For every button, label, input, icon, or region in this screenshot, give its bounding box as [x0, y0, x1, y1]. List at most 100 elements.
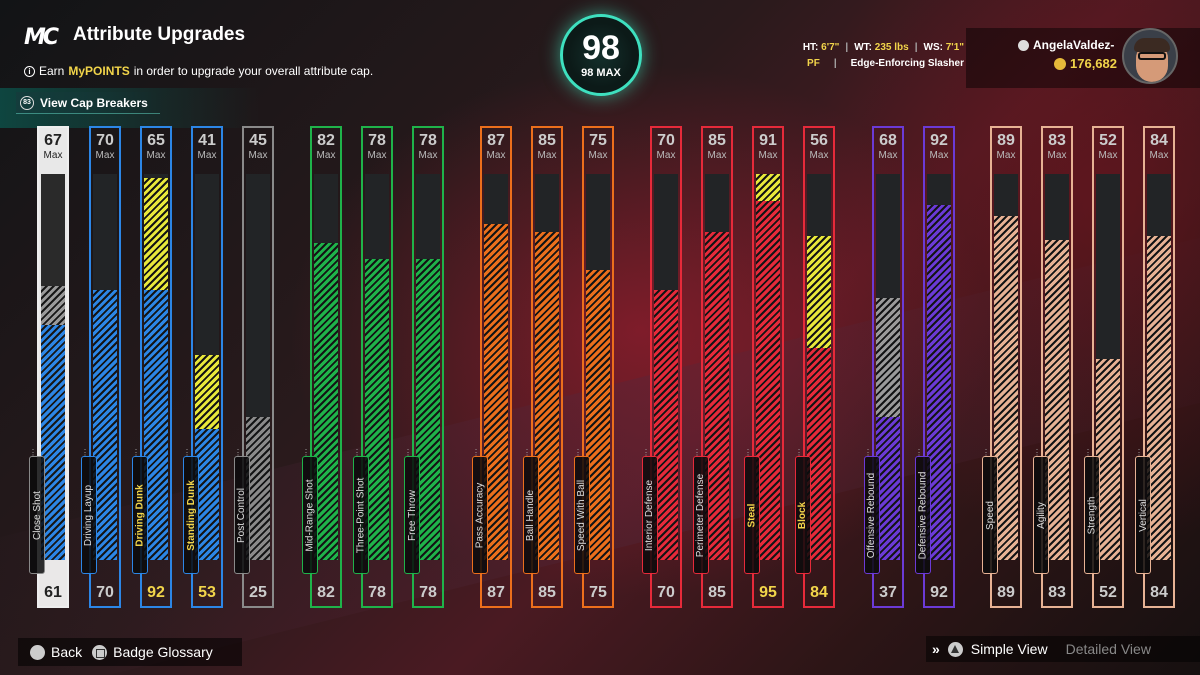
attribute-name: Steal	[746, 503, 758, 527]
attribute-name-tab: Standing Dunk	[183, 456, 199, 574]
height-value: 6'7"	[821, 42, 840, 53]
view-cap-breakers-button[interactable]: 83 View Cap Breakers	[16, 92, 160, 114]
attribute-bar-steal[interactable]: 91 Max ⋮ Steal 95	[744, 126, 784, 608]
attribute-fill	[1045, 240, 1069, 560]
attribute-bar-close-shot[interactable]: 67 Max ⋮ Close Shot 61	[29, 126, 69, 608]
attribute-track	[876, 174, 900, 560]
attribute-track	[1045, 174, 1069, 560]
detailed-view-tab[interactable]: Detailed View	[1065, 641, 1151, 657]
attribute-name-tab: Steal	[744, 456, 760, 574]
attribute-frame	[361, 126, 393, 608]
attribute-name: Ball Handle	[525, 489, 537, 541]
attribute-name-tab: Strength	[1084, 456, 1100, 574]
attribute-current-value: 92	[930, 584, 948, 601]
attribute-bar-driving-dunk[interactable]: 65 Max ⋮ Driving Dunk 92	[132, 126, 172, 608]
attribute-name: Agility	[1035, 501, 1047, 529]
attribute-dots-icon: ⋮	[574, 448, 582, 457]
attribute-potential-fill	[876, 298, 900, 417]
attribute-max-label: Max	[1047, 150, 1067, 161]
attribute-max-value: 78	[368, 132, 386, 149]
attribute-max-value: 78	[419, 132, 437, 149]
attribute-dots-icon: ⋮	[472, 448, 480, 457]
attribute-bar-driving-layup[interactable]: 70 Max ⋮ Driving Layup 70	[81, 126, 121, 608]
attribute-name: Perimeter Defense	[695, 473, 707, 557]
attribute-name: Offensive Rebound	[866, 472, 878, 558]
attribute-dots-icon: ⋮	[864, 448, 872, 457]
attribute-bar-vertical[interactable]: 84 Max ⋮ Vertical 84	[1135, 126, 1175, 608]
attribute-track	[705, 174, 729, 560]
attribute-track	[994, 174, 1018, 560]
attribute-bar-speed[interactable]: 89 Max ⋮ Speed 89	[982, 126, 1022, 608]
badge-glossary-button[interactable]: Badge Glossary	[92, 644, 213, 660]
attribute-dots-icon: ⋮	[1033, 448, 1041, 457]
attribute-current-value: 95	[759, 584, 777, 601]
attribute-track	[144, 174, 168, 560]
attribute-bar-block[interactable]: 56 Max ⋮ Block 84	[795, 126, 835, 608]
attribute-current-value: 84	[1150, 584, 1168, 601]
attribute-name-tab: Defensive Rebound	[915, 456, 931, 574]
attribute-current-value: 87	[487, 584, 505, 601]
attribute-bar-mid-range-shot[interactable]: 82 Max ⋮ Mid-Range Shot 82	[302, 126, 342, 608]
attribute-name-tab: Agility	[1033, 456, 1049, 574]
double-chevron-icon: »	[932, 641, 940, 657]
attribute-bar-interior-defense[interactable]: 70 Max ⋮ Interior Defense 70	[642, 126, 682, 608]
vc-balance: 176,682	[1054, 56, 1117, 71]
attribute-name-tab: Speed With Ball	[574, 456, 590, 574]
attribute-current-value: 82	[317, 584, 335, 601]
attribute-max-value: 84	[1150, 132, 1168, 149]
attribute-frame	[191, 126, 223, 608]
attribute-bar-strength[interactable]: 52 Max ⋮ Strength 52	[1084, 126, 1124, 608]
attribute-name-tab: Block	[795, 456, 811, 574]
attribute-max-label: Max	[537, 150, 557, 161]
attribute-dots-icon: ⋮	[1135, 448, 1143, 457]
attribute-potential-fill	[144, 178, 168, 290]
attribute-max-value: 89	[997, 132, 1015, 149]
attribute-bar-pass-accuracy[interactable]: 87 Max ⋮ Pass Accuracy 87	[472, 126, 512, 608]
attribute-frame	[701, 126, 733, 608]
attribute-fill	[195, 429, 219, 560]
attribute-name-tab: Perimeter Defense	[693, 456, 709, 574]
attribute-frame	[990, 126, 1022, 608]
attribute-name-tab: Mid-Range Shot	[302, 456, 318, 574]
attribute-name: Mid-Range Shot	[304, 478, 316, 552]
attribute-bar-speed-with-ball[interactable]: 75 Max ⋮ Speed With Ball 75	[574, 126, 614, 608]
attribute-fill	[654, 290, 678, 560]
attribute-potential-fill	[756, 174, 780, 201]
simple-view-tab[interactable]: Simple View	[970, 641, 1048, 657]
attribute-current-value: 75	[589, 584, 607, 601]
attribute-max-label: Max	[43, 150, 63, 161]
attribute-max-value: 87	[487, 132, 505, 149]
attribute-track	[807, 174, 831, 560]
attribute-track	[756, 174, 780, 560]
attribute-bar-defensive-rebound[interactable]: 92 Max ⋮ Defensive Rebound 92	[915, 126, 955, 608]
attribute-track	[314, 174, 338, 560]
attribute-name: Post Control	[236, 487, 248, 543]
attribute-name: Interior Defense	[644, 479, 656, 551]
attribute-name: Driving Layup	[83, 484, 95, 546]
attribute-track	[535, 174, 559, 560]
attribute-current-value: 89	[997, 584, 1015, 601]
attribute-max-label: Max	[197, 150, 217, 161]
attribute-bar-three-point-shot[interactable]: 78 Max ⋮ Three-Point Shot 78	[353, 126, 393, 608]
attribute-name: Vertical	[1137, 498, 1149, 532]
attribute-bar-agility[interactable]: 83 Max ⋮ Agility 83	[1033, 126, 1073, 608]
circle-button-icon	[30, 644, 45, 660]
attribute-bar-ball-handle[interactable]: 85 Max ⋮ Ball Handle 85	[523, 126, 563, 608]
attribute-bar-post-control[interactable]: 45 Max ⋮ Post Control 25	[234, 126, 274, 608]
attribute-name: Block	[797, 501, 809, 529]
player-avatar	[1122, 28, 1178, 84]
attribute-name: Speed	[984, 500, 996, 530]
attribute-fill	[535, 232, 559, 560]
attribute-potential-fill	[41, 286, 65, 325]
attribute-bar-standing-dunk[interactable]: 41 Max ⋮ Standing Dunk 53	[183, 126, 223, 608]
attribute-max-value: 92	[930, 132, 948, 149]
attribute-frame	[412, 126, 444, 608]
back-button[interactable]: Back	[30, 644, 82, 660]
attribute-bar-offensive-rebound[interactable]: 68 Max ⋮ Offensive Rebound 37	[864, 126, 904, 608]
footer-controls: Back Badge Glossary	[18, 638, 242, 666]
attribute-dots-icon: ⋮	[744, 448, 752, 457]
attribute-bar-free-throw[interactable]: 78 Max ⋮ Free Throw 78	[404, 126, 444, 608]
attribute-current-value: 78	[419, 584, 437, 601]
attribute-bar-perimeter-defense[interactable]: 85 Max ⋮ Perimeter Defense 85	[693, 126, 733, 608]
attribute-name-tab: Close Shot	[29, 456, 45, 574]
